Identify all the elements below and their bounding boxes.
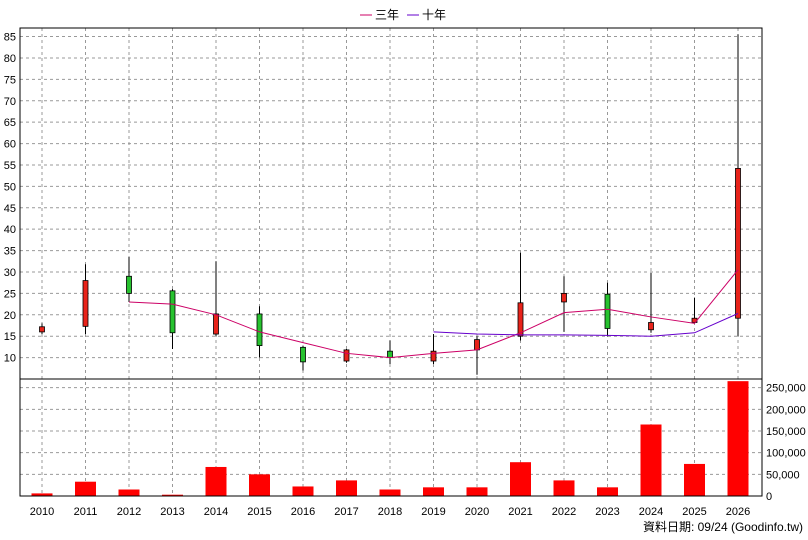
candle-body <box>561 292 567 303</box>
x-tick-label: 2025 <box>682 506 706 518</box>
moving-average-lines <box>128 269 739 359</box>
volume-bar <box>336 480 357 496</box>
volume-bars <box>31 381 749 496</box>
x-tick-label: 2019 <box>421 506 445 518</box>
candle-body <box>169 290 176 334</box>
volume-bar <box>292 486 314 496</box>
candle-body <box>517 302 524 337</box>
volume-bar <box>640 424 662 496</box>
volume-bar <box>466 487 488 496</box>
candle-body <box>648 322 654 331</box>
price-tick-label: 50 <box>4 181 16 193</box>
candle-body <box>387 350 393 358</box>
x-tick-label: 2011 <box>74 506 98 518</box>
price-tick-label: 55 <box>4 160 16 172</box>
volume-tick-label: 250,000 <box>766 383 806 395</box>
x-tick-label: 2012 <box>117 506 141 518</box>
volume-tick-label: 0 <box>766 491 772 503</box>
x-tick-label: 2018 <box>378 506 402 518</box>
source-note: 資料日期: 09/24 (Goodinfo.tw) <box>643 520 803 534</box>
candle-body <box>300 346 306 363</box>
legend: 三年 十年 <box>360 8 446 22</box>
volume-bar <box>118 489 140 496</box>
x-tick-label: 2016 <box>291 506 315 518</box>
price-tick-label: 30 <box>4 267 16 279</box>
price-tick-label: 75 <box>4 74 16 86</box>
x-tick-label: 2024 <box>639 506 663 518</box>
price-tick-label: 25 <box>4 288 16 300</box>
volume-bar <box>379 489 401 496</box>
candle-body <box>39 326 45 333</box>
candle-body <box>604 293 611 329</box>
price-tick-label: 45 <box>4 203 16 215</box>
plot-frame <box>19 27 763 497</box>
candle-body <box>256 313 263 347</box>
candle-body <box>343 349 350 362</box>
axes: 10152025303540455055606570758085050,0001… <box>4 27 806 518</box>
candle-body <box>126 275 132 294</box>
candle-body <box>82 280 89 327</box>
legend-label-3y: 三年 <box>375 8 399 22</box>
volume-bar <box>423 487 444 496</box>
volume-bar <box>553 480 575 496</box>
candle-body <box>474 339 480 351</box>
volume-tick-label: 50,000 <box>766 469 800 481</box>
volume-tick-label: 200,000 <box>766 404 806 416</box>
x-tick-label: 2026 <box>726 506 750 518</box>
ma-line-10y <box>433 313 739 337</box>
price-tick-label: 40 <box>4 224 16 236</box>
x-tick-label: 2020 <box>465 506 489 518</box>
price-tick-label: 35 <box>4 246 16 258</box>
price-tick-label: 70 <box>4 96 16 108</box>
price-tick-label: 65 <box>4 117 16 129</box>
price-tick-label: 20 <box>4 310 16 322</box>
legend-label-10y: 十年 <box>422 8 446 22</box>
volume-bar <box>684 463 705 496</box>
candle-body <box>735 167 741 319</box>
volume-bar <box>205 466 227 496</box>
volume-bar <box>162 494 183 496</box>
candle-body <box>213 313 219 335</box>
volume-tick-label: 100,000 <box>766 448 806 460</box>
ma-line-3y <box>128 269 739 359</box>
volume-bar <box>31 493 53 496</box>
volume-tick-label: 150,000 <box>766 426 806 438</box>
x-tick-label: 2010 <box>30 506 54 518</box>
volume-bar <box>510 462 531 496</box>
price-tick-label: 10 <box>4 353 16 365</box>
price-tick-label: 85 <box>4 32 16 44</box>
volume-bar <box>597 487 618 496</box>
x-tick-label: 2014 <box>204 506 228 518</box>
volume-bar <box>727 381 749 496</box>
price-tick-label: 80 <box>4 53 16 65</box>
volume-bar <box>249 474 270 496</box>
price-tick-label: 15 <box>4 331 16 343</box>
x-tick-label: 2022 <box>552 506 576 518</box>
candlesticks <box>39 34 741 375</box>
x-tick-label: 2017 <box>334 506 358 518</box>
x-tick-label: 2013 <box>160 506 184 518</box>
x-tick-label: 2021 <box>508 506 532 518</box>
volume-bar <box>75 481 96 496</box>
x-tick-label: 2015 <box>247 506 271 518</box>
price-tick-label: 60 <box>4 139 16 151</box>
candle-body <box>430 350 437 362</box>
x-tick-label: 2023 <box>595 506 619 518</box>
